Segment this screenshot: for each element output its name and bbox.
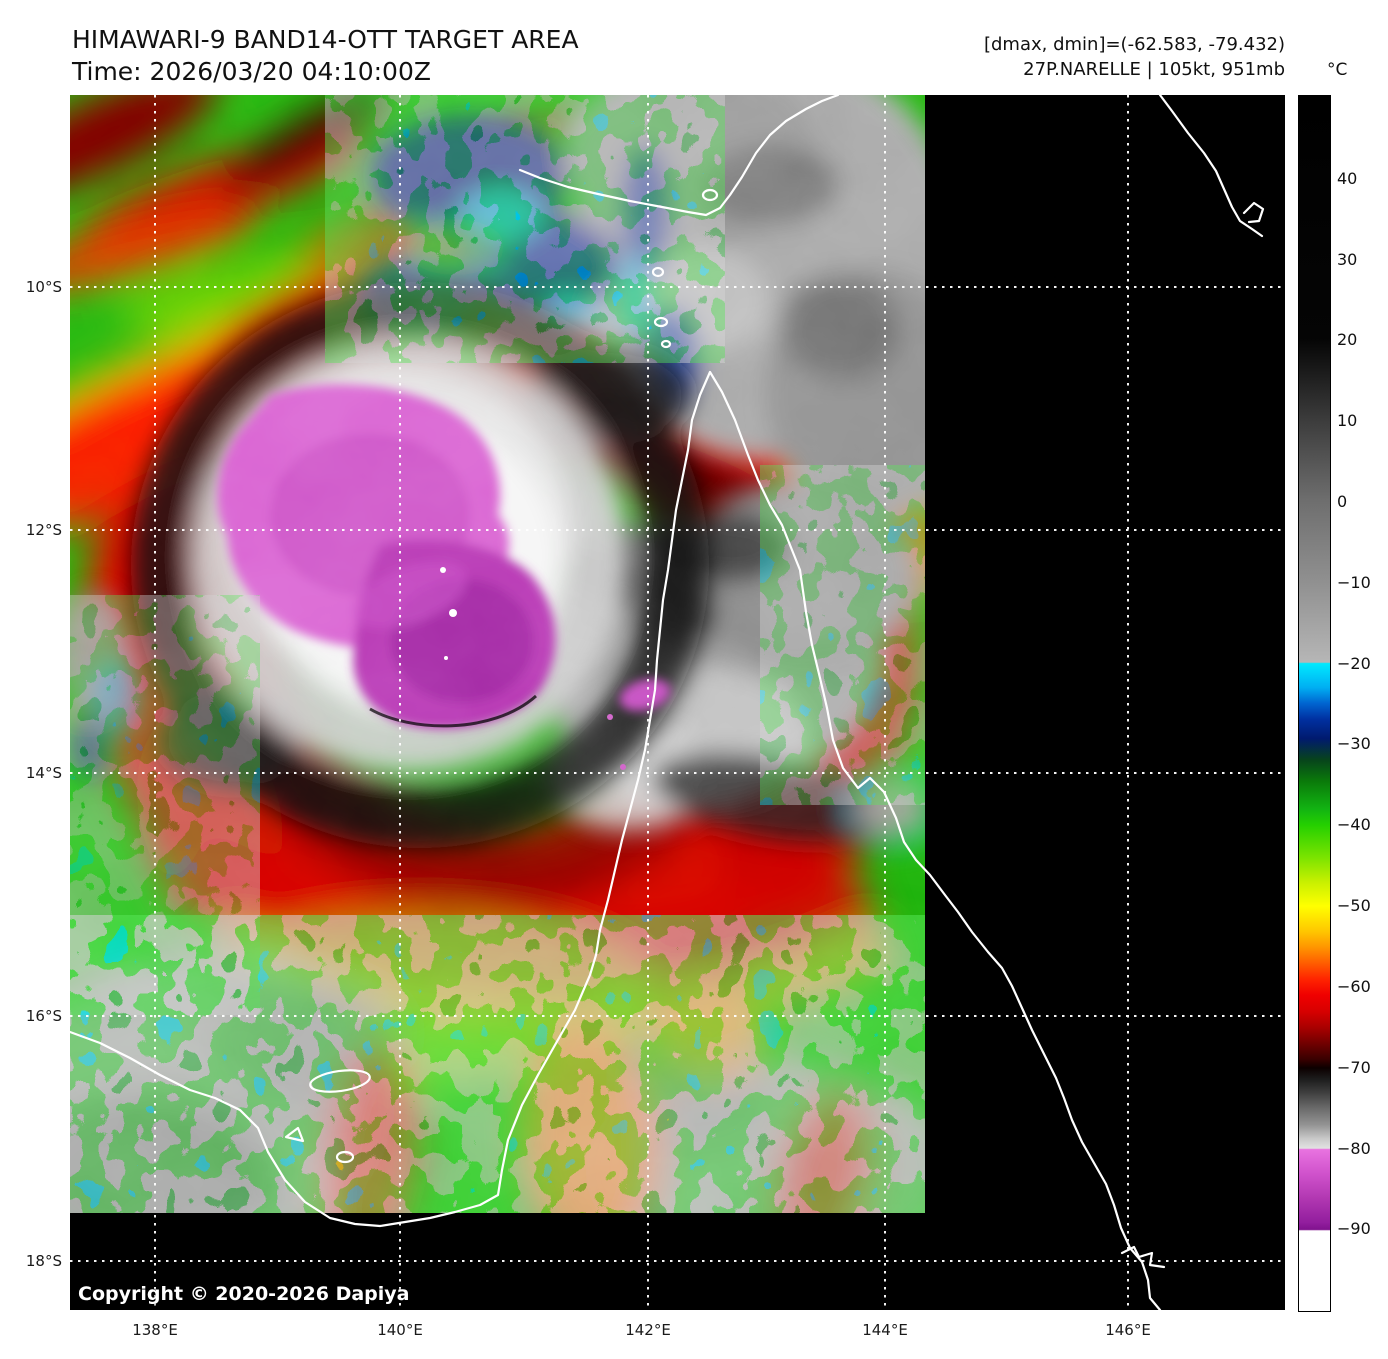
lon-label: 142°E [625, 1321, 671, 1339]
colorbar-tick: −50 [1337, 896, 1371, 915]
gridlines [70, 95, 1285, 1310]
satellite-image [70, 95, 1285, 1310]
lat-label: 12°S [25, 521, 62, 539]
stats-block: [dmax, dmin]=(-62.583, -79.432) 27P.NARE… [984, 32, 1285, 82]
colorbar-tick: 20 [1337, 330, 1358, 349]
lat-label: 16°S [25, 1007, 62, 1025]
colorbar-tick: −90 [1337, 1219, 1371, 1238]
colorbar-tick: −10 [1337, 573, 1371, 592]
lat-label: 18°S [25, 1252, 62, 1270]
colorbar [1298, 95, 1331, 1312]
title-block: HIMAWARI-9 BAND14-OTT TARGET AREA Time: … [72, 24, 579, 88]
lon-label: 144°E [862, 1321, 908, 1339]
product-title: HIMAWARI-9 BAND14-OTT TARGET AREA [72, 25, 579, 54]
product-time: Time: 2026/03/20 04:10:00Z [72, 57, 431, 86]
colorbar-tick: 0 [1337, 492, 1348, 511]
colorbar-tick: 40 [1337, 169, 1358, 188]
data-region [70, 95, 925, 1213]
lon-label: 138°E [132, 1321, 178, 1339]
map-area: Copyright © 2020-2026 Dapiya [70, 95, 1285, 1310]
colorbar-tick: −40 [1337, 815, 1371, 834]
colorbar-unit-label: °C [1327, 60, 1348, 80]
colorbar-tick: 30 [1337, 250, 1358, 269]
dmax-dmin-readout: [dmax, dmin]=(-62.583, -79.432) [983, 34, 1285, 55]
colorbar-tick: −80 [1337, 1139, 1371, 1158]
lon-label: 146°E [1105, 1321, 1151, 1339]
colorbar-tick: −30 [1337, 734, 1371, 753]
storm-info-readout: 27P.NARELLE | 105kt, 951mb [1023, 59, 1285, 80]
colorbar-tick: −70 [1337, 1058, 1371, 1077]
colorbar-tick: −20 [1337, 654, 1371, 673]
lon-label: 140°E [377, 1321, 423, 1339]
coastline [70, 95, 1265, 1310]
copyright-text: Copyright © 2020-2026 Dapiya [78, 1283, 410, 1305]
colorbar-tick: 10 [1337, 411, 1358, 430]
colorbar-tick: −60 [1337, 977, 1371, 996]
lat-label: 10°S [25, 278, 62, 296]
lat-label: 14°S [25, 764, 62, 782]
